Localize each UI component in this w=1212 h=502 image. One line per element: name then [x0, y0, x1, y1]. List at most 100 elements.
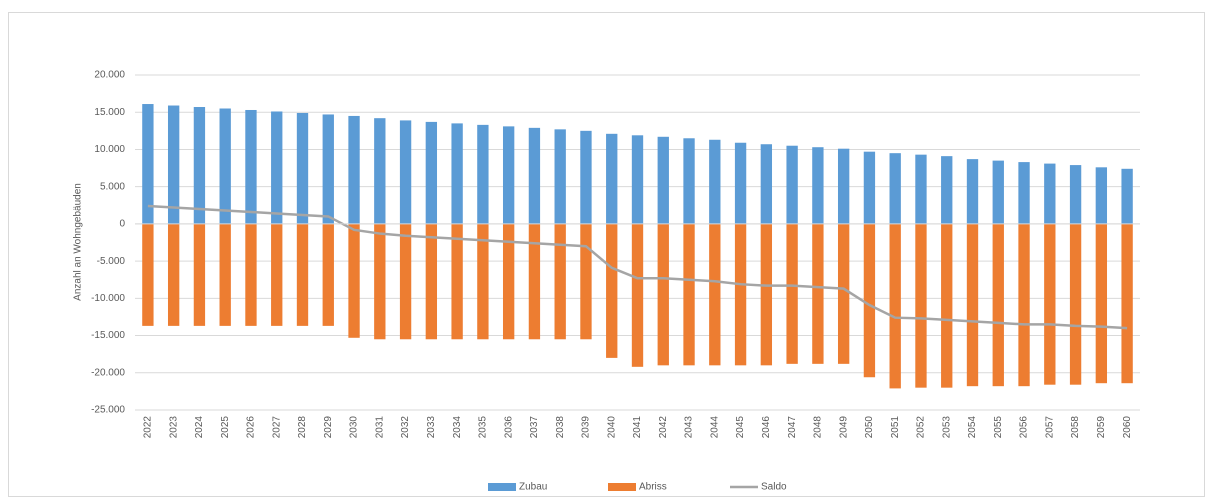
legend-swatch — [608, 483, 636, 491]
bar — [193, 107, 206, 224]
bar — [1018, 223, 1030, 387]
x-tick-label: 2046 — [761, 416, 772, 439]
bar — [889, 153, 901, 224]
x-tick-label: 2060 — [1122, 416, 1133, 439]
bar — [863, 151, 876, 224]
bar — [399, 223, 412, 340]
bar — [322, 114, 334, 224]
x-tick-label: 2057 — [1044, 416, 1055, 439]
x-tick-label: 2047 — [787, 416, 798, 439]
x-tick-label: 2025 — [220, 416, 231, 439]
bar — [528, 223, 541, 340]
bar — [709, 223, 721, 366]
bar — [580, 223, 592, 340]
legend-label: Zubau — [519, 482, 547, 493]
bar — [941, 156, 953, 224]
bar — [451, 223, 463, 340]
bar — [219, 223, 231, 326]
y-tick-label: -15.000 — [91, 330, 125, 341]
x-tick-label: 2037 — [529, 416, 540, 439]
bar — [657, 136, 669, 224]
bar — [709, 139, 721, 224]
x-tick-label: 2050 — [864, 416, 875, 439]
bar — [271, 111, 283, 224]
bar — [734, 142, 747, 224]
bar — [760, 144, 773, 224]
bar — [374, 118, 386, 224]
bar — [760, 223, 773, 366]
x-tick-label: 2031 — [374, 416, 385, 439]
y-tick-label: -5.000 — [97, 256, 126, 267]
bar — [915, 223, 927, 388]
bar — [1095, 167, 1108, 224]
bar — [812, 223, 824, 364]
x-tick-label: 2058 — [1070, 416, 1081, 439]
x-tick-label: 2026 — [246, 416, 257, 439]
x-tick-label: 2053 — [941, 416, 952, 439]
x-tick-label: 2029 — [323, 416, 334, 439]
bar — [1121, 223, 1133, 384]
bar — [245, 223, 257, 326]
y-tick-label: 5.000 — [100, 181, 125, 192]
x-tick-label: 2052 — [916, 416, 927, 439]
y-tick-label: 15.000 — [94, 107, 125, 118]
y-tick-label: -25.000 — [91, 405, 125, 416]
x-tick-label: 2030 — [349, 416, 360, 439]
bar — [374, 223, 386, 340]
x-tick-label: 2043 — [684, 416, 695, 439]
bar — [837, 223, 850, 364]
bar — [142, 223, 154, 326]
bar — [631, 223, 644, 367]
bar — [322, 223, 334, 326]
x-tick-label: 2041 — [632, 416, 643, 439]
bar — [631, 135, 644, 224]
x-tick-label: 2039 — [581, 416, 592, 439]
x-tick-label: 2049 — [838, 416, 849, 439]
bar — [451, 123, 463, 224]
bar — [863, 223, 876, 378]
bar — [734, 223, 747, 366]
y-tick-label: -10.000 — [91, 293, 125, 304]
legend-label: Saldo — [761, 482, 787, 493]
y-tick-label: 0 — [119, 219, 125, 230]
bar — [477, 124, 489, 224]
bar — [271, 223, 283, 326]
y-tick-label: -20.000 — [91, 367, 125, 378]
bar — [142, 104, 154, 224]
bar — [657, 223, 669, 366]
bar — [348, 115, 360, 224]
bar — [1018, 162, 1030, 224]
bar — [837, 148, 850, 224]
bar — [683, 223, 695, 366]
bar — [193, 223, 206, 326]
x-tick-label: 2056 — [1019, 416, 1030, 439]
bar — [1069, 165, 1082, 224]
x-tick-label: 2044 — [709, 416, 720, 439]
bar — [1121, 168, 1133, 224]
bar — [992, 223, 1004, 387]
bar — [683, 138, 695, 224]
bar — [348, 223, 360, 338]
bar — [966, 159, 979, 224]
bar — [786, 145, 798, 224]
x-tick-label: 2036 — [503, 416, 514, 439]
legend-swatch — [488, 483, 516, 491]
x-tick-label: 2055 — [993, 416, 1004, 439]
bar — [219, 108, 231, 224]
bar — [1095, 223, 1108, 384]
bar — [296, 112, 309, 224]
x-tick-label: 2051 — [890, 416, 901, 439]
bar — [167, 223, 180, 326]
bar — [915, 154, 927, 224]
x-tick-label: 2045 — [735, 416, 746, 439]
x-tick-label: 2024 — [194, 416, 205, 439]
bar — [554, 129, 566, 224]
x-tick-label: 2034 — [452, 416, 463, 439]
x-tick-label: 2023 — [168, 416, 179, 439]
bar — [502, 126, 515, 224]
y-axis-title: Anzahl an Wohngebäuden — [73, 183, 84, 301]
bar — [786, 223, 798, 364]
bar — [812, 147, 824, 224]
bar — [1044, 163, 1056, 224]
